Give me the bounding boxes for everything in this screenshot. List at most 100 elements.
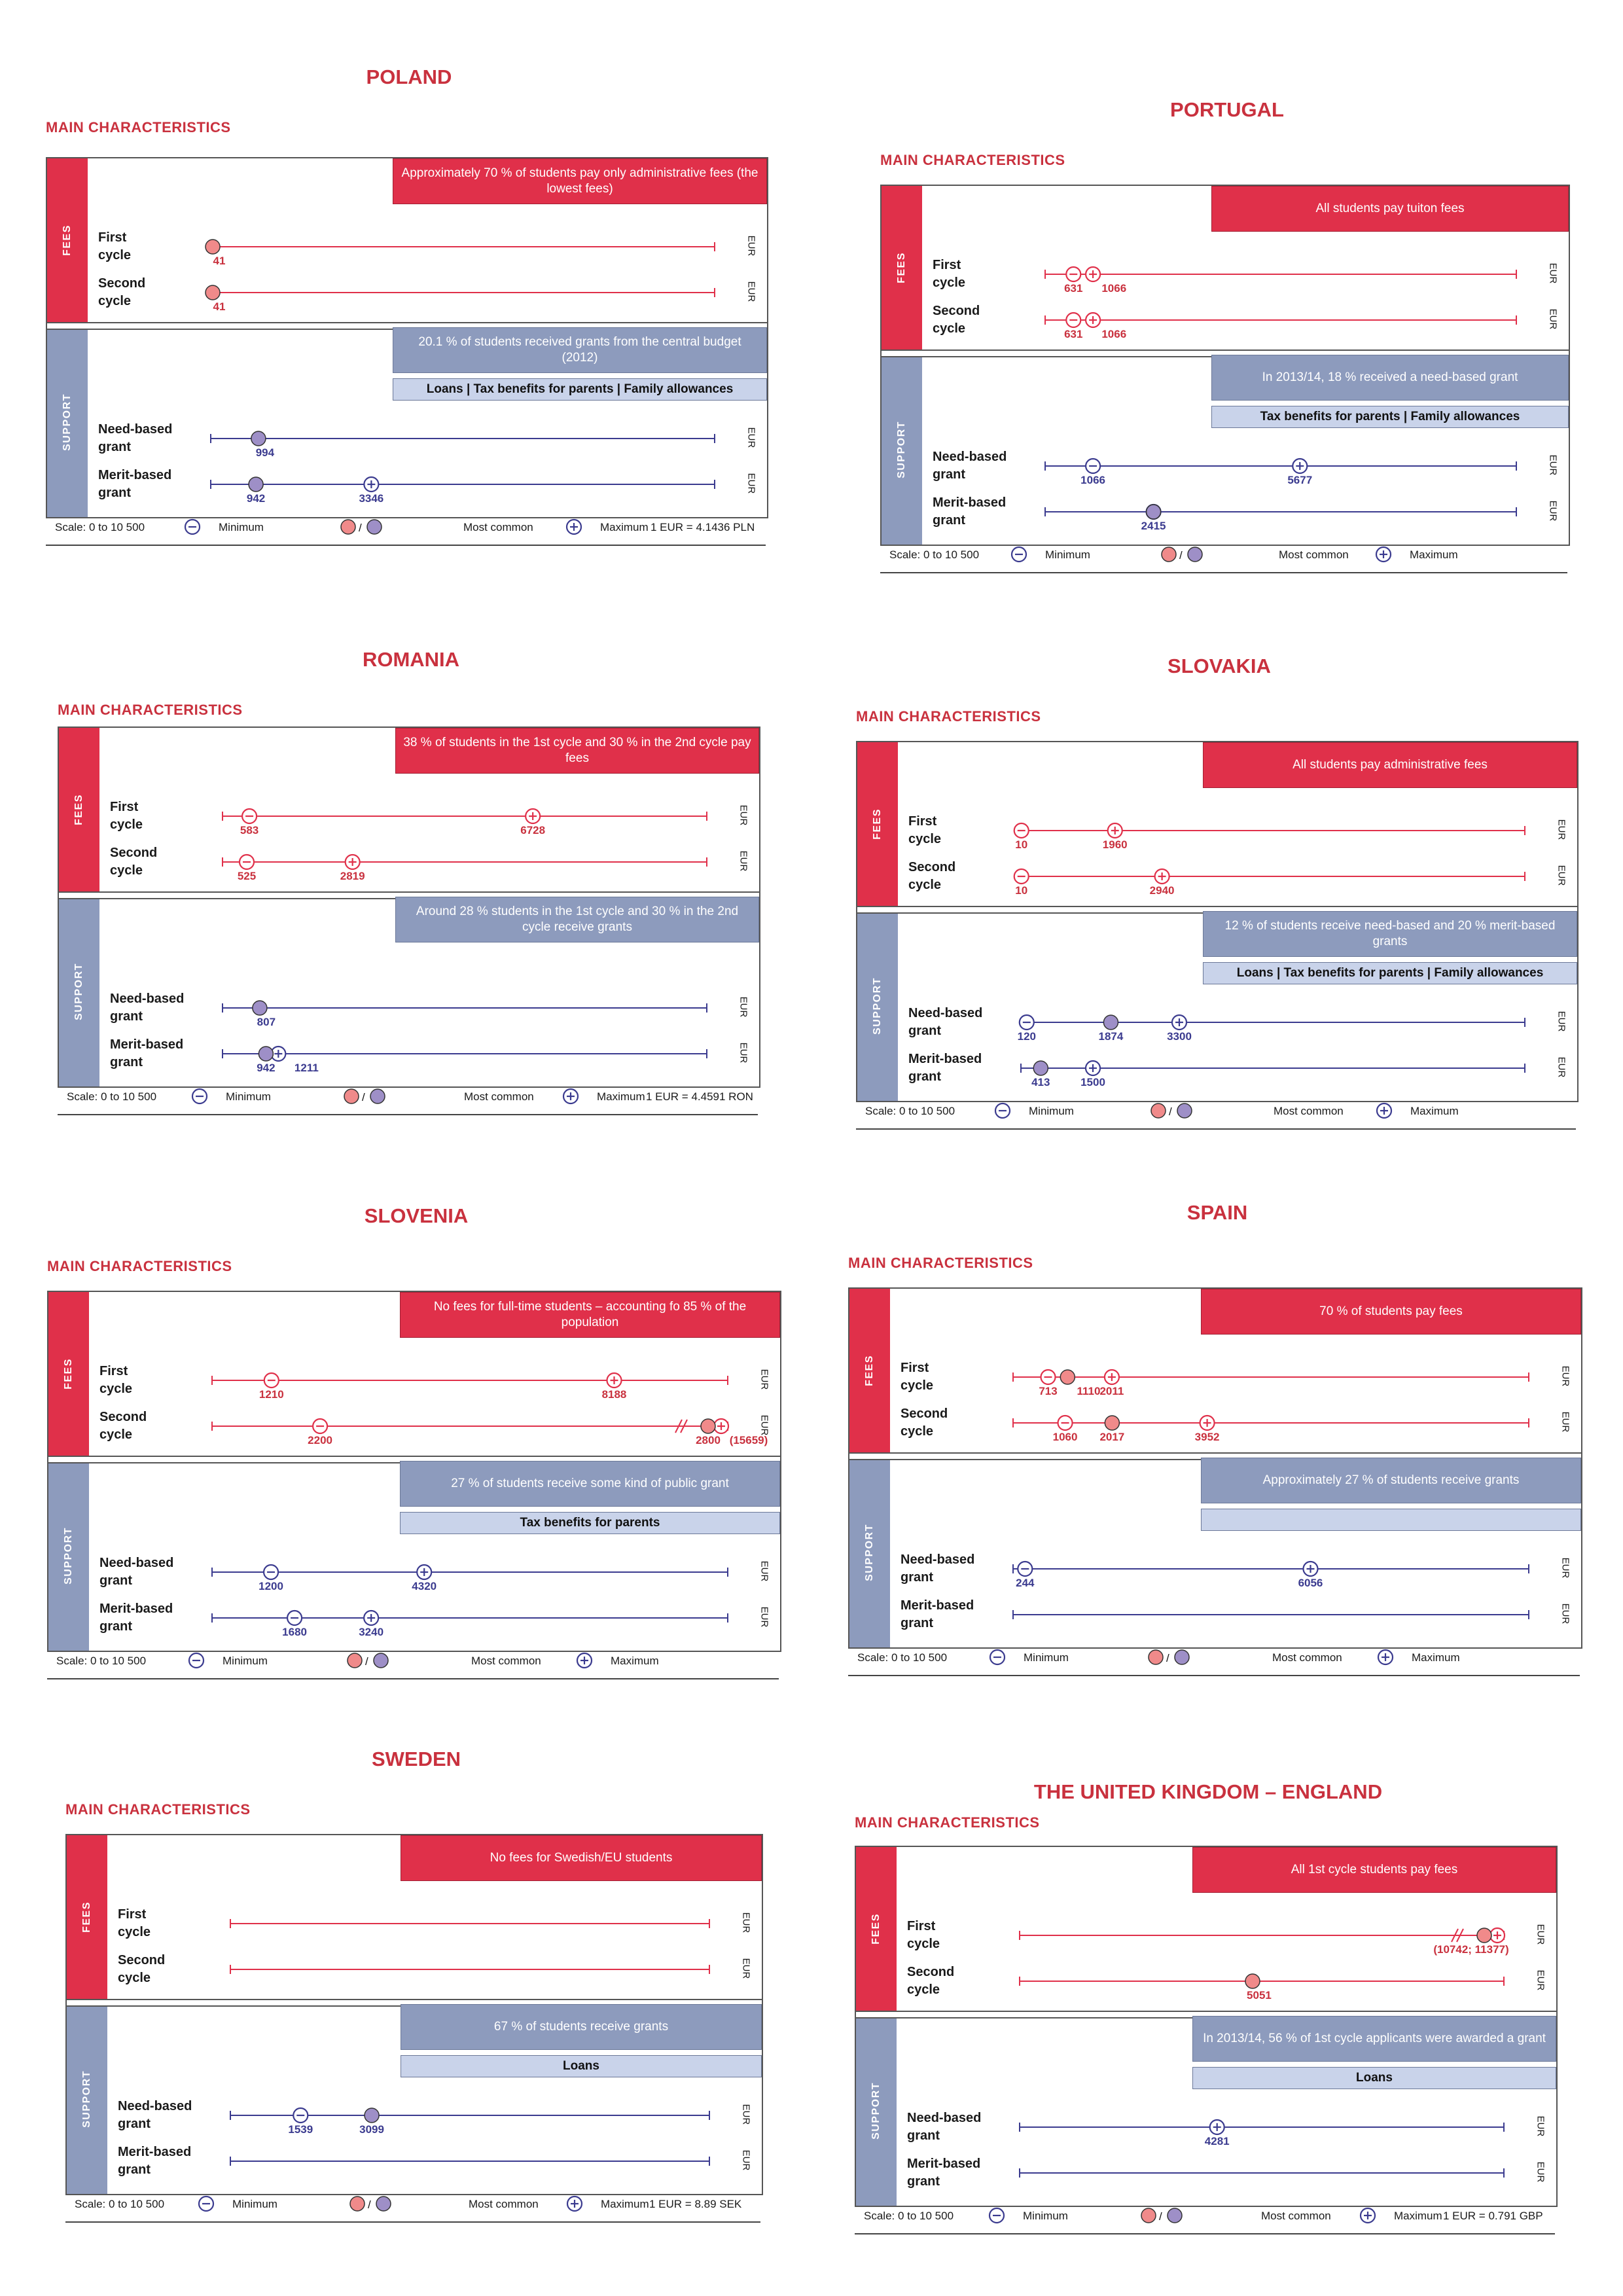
fees-sidebar: FEES [882,186,922,350]
maximum-marker [562,1088,579,1105]
value-label: 3346 [359,492,384,505]
legend-maximum: Maximum [600,521,649,533]
legend-symbols: / [188,1652,593,1669]
maximum-marker [1084,266,1101,283]
scale-track [230,2157,710,2166]
legend: Scale: 0 to 10 500 Minimum Most common Maxi… [855,2207,1555,2234]
section-heading: MAIN CHARACTERISTICS [855,1814,1040,1831]
value-label: 631 [1064,328,1083,340]
value-label: 713 [1039,1385,1058,1397]
most-common-marker [1167,2208,1183,2223]
legend-most-common: Most common [1272,1651,1342,1664]
legend-maximum: Maximum [597,1090,645,1103]
scale-track [222,808,707,825]
scale-track [211,1564,728,1581]
row-label: First cycle [908,814,942,846]
value-label: 631 [1064,282,1083,295]
value-label: 1066 [1101,282,1127,295]
row-label: First cycle [901,1361,934,1393]
country-title: SPAIN [1186,1201,1248,1224]
value-label: 10 [1015,884,1028,897]
legend: Scale: 0 to 10 500 Minimum Most common Maxi… [856,1102,1576,1130]
legend-most-common: Most common [469,2198,539,2210]
legend-symbols: / [994,1102,1393,1119]
minimum-marker [1057,1414,1073,1431]
legend-maximum: Maximum [1410,1105,1459,1117]
scale-track [1012,1610,1529,1619]
support-measures: Tax benefits for parents [400,1512,780,1534]
fees-sidebar: FEES [48,1292,89,1456]
row-label: Need-based grant [907,2111,982,2143]
value-label: 2200 [308,1434,333,1446]
maximum-marker [1489,1927,1506,1944]
row-label: First cycle [907,1919,940,1951]
most-common-marker [376,2196,391,2212]
chart-box: FEES SUPPORT 70 % of students pay fees Appr… [848,1287,1582,1649]
legend-minimum: Minimum [226,1090,271,1103]
value-label: 1680 [282,1626,307,1638]
scale-track [1018,1014,1525,1031]
most-common-marker [700,1418,716,1434]
row-label: Second cycle [118,1953,166,1985]
value-label: 1060 [1052,1431,1078,1443]
fees-sidebar: FEES [857,742,898,906]
maximum-marker [1154,868,1170,885]
most-common-marker [1161,547,1177,562]
value-label: 1210 [259,1388,284,1401]
value-label: 8188 [601,1388,627,1401]
legend-slash: / [1179,549,1183,562]
legend-most-common: Most common [471,1655,541,1667]
value-label: 4320 [412,1580,437,1592]
value-label: 1874 [1098,1030,1124,1043]
scale-track [1019,1927,1506,1944]
value-label: 2011 [1099,1385,1124,1397]
row-label: Need-based grant [901,1552,975,1585]
value-label: 3240 [359,1626,384,1638]
scale-track [1013,868,1525,885]
most-common-marker [370,1088,385,1104]
legend: Scale: 0 to 10 500 Minimum Most common Maxi… [47,1652,779,1679]
scale-track [211,1609,728,1626]
scale-track [230,1965,710,1974]
maximum-marker [1359,2207,1376,2224]
fees-note: Approximately 70 % of students pay only … [393,158,767,204]
scale-track [205,239,715,255]
minimum-marker [263,1372,279,1389]
minimum-marker [293,2107,309,2124]
value-label: 41 [213,300,226,313]
row-label: Need-based grant [99,1556,174,1588]
scale-track [1044,312,1517,329]
axis-break [675,1419,683,1433]
legend-maximum: Maximum [1412,1651,1460,1664]
value-label: 3952 [1194,1431,1220,1443]
legend-minimum: Minimum [1045,548,1090,561]
support-sidebar: SUPPORT [59,897,99,1086]
maximum-marker [713,1418,730,1435]
row-label: Merit-based grant [110,1037,184,1069]
section-heading: MAIN CHARACTERISTICS [65,1801,251,1818]
fees-note: All students pay tuiton fees [1211,186,1569,232]
legend-slash: / [359,522,362,534]
legend-minimum: Minimum [1029,1105,1074,1117]
scale-track [230,2107,710,2124]
legend-symbols: / [988,2207,1376,2224]
most-common-marker [1104,1415,1120,1431]
row-label: Merit-based grant [118,2145,192,2177]
support-sidebar: SUPPORT [857,911,898,1101]
most-common-marker [1145,504,1162,520]
fees-note: No fees for Swedish/EU students [401,1835,762,1881]
maximum-marker [363,476,380,493]
most-common-marker [1187,547,1203,562]
minimum-marker [262,1564,279,1581]
row-label: Second cycle [901,1407,948,1439]
legend: Scale: 0 to 10 500 Minimum Most common Maxi… [58,1088,758,1115]
value-label: (15659) [729,1434,768,1446]
scale-track [1019,1973,1505,1989]
most-common-marker [349,2196,365,2212]
legend-maximum: Maximum [611,1655,659,1667]
legend-symbols: / [198,2195,583,2212]
most-common-marker [251,431,266,446]
minimum-marker [1010,546,1027,563]
chart-box: FEES SUPPORT All students pay administrati… [856,741,1578,1102]
fees-note: All students pay administrative fees [1203,742,1577,788]
